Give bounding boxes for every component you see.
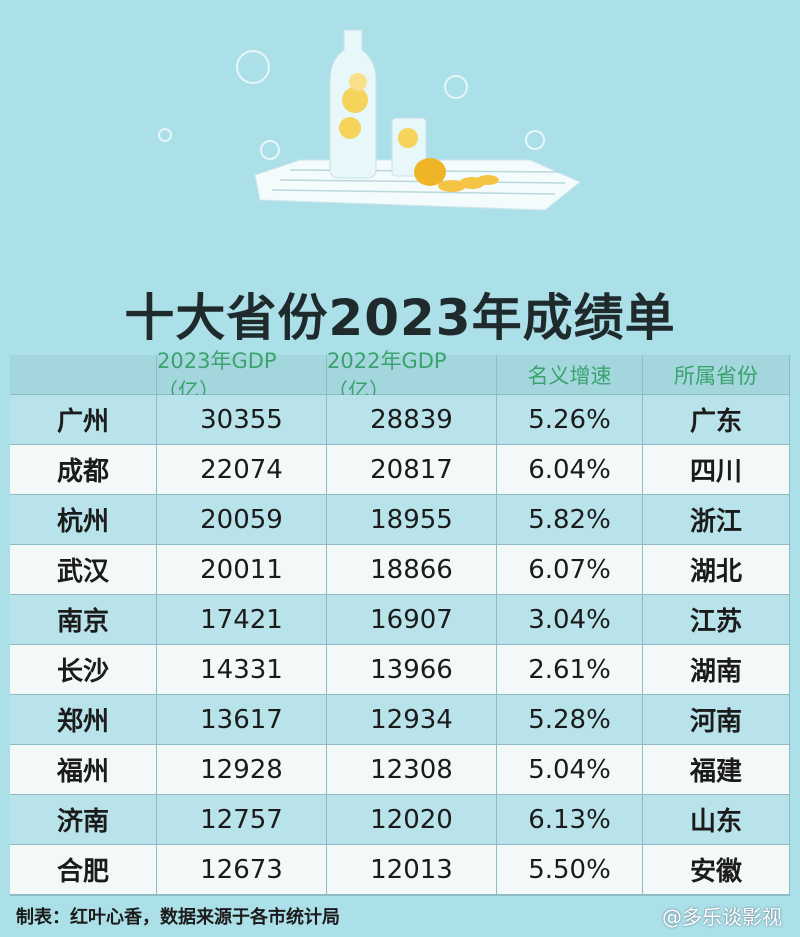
lemon bbox=[349, 73, 367, 91]
header-cell: 2023年GDP（亿） bbox=[157, 349, 327, 403]
row-label: 南京 bbox=[10, 595, 157, 645]
table-cell: 6.07% bbox=[497, 545, 643, 595]
title: 十大省份2023年成绩单 bbox=[124, 289, 676, 347]
table-cell: 20011 bbox=[157, 545, 327, 595]
lemon bbox=[339, 117, 361, 139]
table-cell: 湖北 bbox=[643, 545, 790, 595]
table-cell: 山东 bbox=[643, 795, 790, 845]
table-cell: 浙江 bbox=[643, 495, 790, 545]
table-cell: 18866 bbox=[327, 545, 497, 595]
table-cell: 12757 bbox=[157, 795, 327, 845]
table-cell: 12673 bbox=[157, 845, 327, 895]
row-label: 合肥 bbox=[10, 845, 157, 895]
lemon bbox=[414, 158, 446, 186]
table-cell: 12928 bbox=[157, 745, 327, 795]
table-cell: 12013 bbox=[327, 845, 497, 895]
table-cell: 安徽 bbox=[643, 845, 790, 895]
table-cell: 13966 bbox=[327, 645, 497, 695]
table-cell: 20059 bbox=[157, 495, 327, 545]
table-cell: 2.61% bbox=[497, 645, 643, 695]
table-cell: 广东 bbox=[643, 395, 790, 445]
table-cell: 5.26% bbox=[497, 395, 643, 445]
row-label: 郑州 bbox=[10, 695, 157, 745]
header-cell: 所属省份 bbox=[643, 355, 790, 395]
table-cell: 12020 bbox=[327, 795, 497, 845]
table-cell: 3.04% bbox=[497, 595, 643, 645]
row-label: 成都 bbox=[10, 445, 157, 495]
header-cell bbox=[10, 355, 157, 395]
row-label: 广州 bbox=[10, 395, 157, 445]
snowflakes bbox=[158, 50, 545, 160]
row-label: 长沙 bbox=[10, 645, 157, 695]
illustration bbox=[158, 29, 581, 211]
table-cell: 13617 bbox=[157, 695, 327, 745]
table-cell: 5.50% bbox=[497, 845, 643, 895]
table-cell: 30355 bbox=[157, 395, 327, 445]
table-cell: 12934 bbox=[327, 695, 497, 745]
row-label: 杭州 bbox=[10, 495, 157, 545]
table-cell: 12308 bbox=[327, 745, 497, 795]
lemon bbox=[342, 87, 368, 113]
table-cell: 18955 bbox=[327, 495, 497, 545]
row-label: 武汉 bbox=[10, 545, 157, 595]
table-cell: 6.13% bbox=[497, 795, 643, 845]
table-cell: 江苏 bbox=[643, 595, 790, 645]
row-label: 济南 bbox=[10, 795, 157, 845]
lemon-slice bbox=[477, 175, 499, 185]
table-cell: 5.28% bbox=[497, 695, 643, 745]
table-cell: 湖南 bbox=[643, 645, 790, 695]
watermark: @多乐谈影视 bbox=[662, 904, 782, 929]
header-cell: 2022年GDP（亿） bbox=[327, 349, 497, 403]
table-cell: 5.82% bbox=[497, 495, 643, 545]
table-cell: 22074 bbox=[157, 445, 327, 495]
header-cell: 名义增速 bbox=[497, 355, 643, 395]
row-label: 福州 bbox=[10, 745, 157, 795]
table-cell: 20817 bbox=[327, 445, 497, 495]
footer: 制表：红叶心香，数据来源于各市统计局 bbox=[10, 895, 790, 935]
table-cell: 6.04% bbox=[497, 445, 643, 495]
table-cell: 16907 bbox=[327, 595, 497, 645]
table-cell: 28839 bbox=[327, 395, 497, 445]
lemon bbox=[398, 128, 418, 148]
table-cell: 四川 bbox=[643, 445, 790, 495]
table: 2023年GDP（亿） 2022年GDP（亿） 名义增速 所属省份广州 30355 288… bbox=[10, 349, 790, 935]
table-cell: 14331 bbox=[157, 645, 327, 695]
table-cell: 17421 bbox=[157, 595, 327, 645]
table-cell: 河南 bbox=[643, 695, 790, 745]
table-cell: 5.04% bbox=[497, 745, 643, 795]
table-cell: 福建 bbox=[643, 745, 790, 795]
